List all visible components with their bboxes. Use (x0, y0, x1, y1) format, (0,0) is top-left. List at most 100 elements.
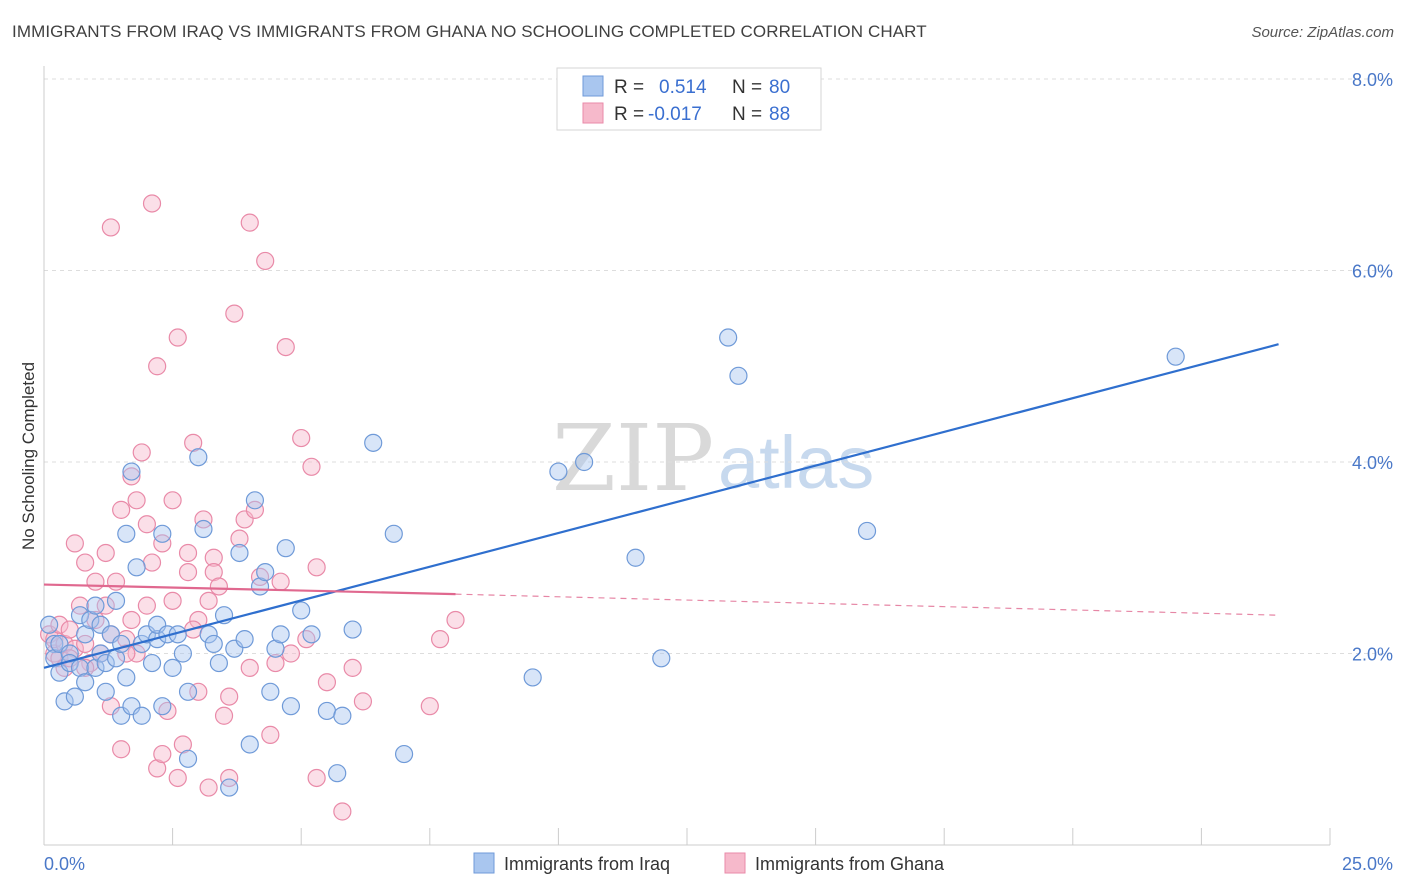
iraq-point-1 (45, 634, 64, 654)
iraq-point-26 (117, 668, 136, 687)
iraq-point-50 (220, 778, 239, 797)
ghana-point-61 (245, 500, 265, 519)
legend-iraq-r-value: 0.514 (659, 77, 707, 98)
ghana-point-42 (173, 735, 192, 754)
iraq-point-58 (261, 682, 280, 701)
ghana-point-75 (333, 802, 352, 821)
ghana-point-25 (122, 467, 141, 486)
iraq-point-47 (204, 634, 223, 654)
y-tick-label-3: 8.0% (1352, 70, 1393, 90)
iraq-point-60 (271, 625, 290, 644)
bottom-legend-ghana-label: Immigrants from Ghana (755, 854, 945, 874)
iraq-points (40, 328, 1185, 797)
iraq-point-29 (127, 558, 146, 577)
ghana-point-49 (199, 778, 218, 797)
iraq-point-80 (1166, 347, 1185, 366)
ghana-point-31 (137, 596, 156, 615)
iraq-point-36 (153, 697, 172, 716)
ghana-point-12 (76, 634, 95, 654)
ghana-point-7 (60, 620, 79, 639)
iraq-point-33 (142, 653, 162, 673)
iraq-point-59 (266, 639, 285, 658)
ghana-point-46 (189, 682, 208, 701)
ghana-point-64 (261, 725, 280, 744)
ghana-point-69 (292, 428, 311, 448)
iraq-point-46 (199, 625, 218, 644)
ghana-point-48 (194, 510, 213, 529)
iraq-point-68 (343, 620, 362, 639)
ghana-point-34 (148, 357, 167, 376)
ghana-point-10 (70, 596, 90, 615)
ghana-point-73 (307, 558, 326, 577)
ghana-point-80 (446, 610, 465, 630)
ghana-trend-line-solid (43, 583, 456, 596)
ghana-point-59 (240, 658, 259, 677)
x-tick-label-0: 0.0% (44, 854, 85, 874)
legend-iraq-swatch (582, 75, 604, 97)
ghana-point-54 (214, 706, 234, 725)
ghana-point-86 (220, 687, 239, 706)
ghana-point-6 (55, 634, 74, 654)
trend-lines (43, 343, 1279, 669)
ghana-point-81 (101, 218, 120, 237)
iraq-point-5 (55, 692, 74, 711)
iraq-point-62 (281, 697, 301, 716)
ghana-point-53 (209, 577, 228, 596)
ghana-point-32 (142, 553, 162, 572)
correlation-legend: R = 0.514 N = 80 R = -0.017 N = 88 (556, 67, 822, 131)
iraq-point-74 (575, 452, 594, 472)
iraq-point-53 (235, 630, 254, 649)
ghana-point-33 (148, 759, 167, 778)
iraq-point-25 (117, 524, 136, 543)
axes (43, 66, 1331, 846)
ghana-point-41 (168, 768, 187, 788)
ghana-point-74 (317, 673, 337, 692)
ghana-point-45 (184, 433, 203, 452)
iraq-point-77 (719, 328, 738, 347)
bottom-legend-ghana-swatch (724, 852, 746, 874)
ghana-points (40, 194, 465, 821)
iraq-point-57 (256, 563, 275, 582)
iraq-point-75 (626, 548, 645, 567)
iraq-point-48 (209, 653, 228, 673)
legend-ghana-n-value: 88 (769, 104, 790, 125)
ghana-point-17 (96, 543, 115, 563)
ghana-point-22 (112, 500, 131, 519)
iraq-point-27 (122, 462, 141, 481)
ghana-point-36 (153, 744, 172, 764)
ghana-point-72 (307, 768, 326, 788)
ghana-point-65 (266, 653, 285, 673)
iraq-point-52 (230, 543, 249, 563)
ghana-point-85 (117, 644, 136, 663)
chart-title: IMMIGRANTS FROM IRAQ VS IMMIGRANTS FROM … (12, 22, 927, 41)
iraq-point-64 (302, 625, 321, 644)
ghana-point-66 (271, 572, 290, 591)
watermark-zip: ZIP (552, 405, 714, 512)
ghana-point-44 (178, 563, 198, 582)
iraq-point-76 (652, 649, 671, 668)
legend-iraq-r-label: R = (614, 77, 644, 98)
iraq-point-15 (86, 658, 105, 677)
iraq-point-65 (317, 701, 337, 721)
y-axis-label: No Schooling Completed (19, 362, 38, 550)
ghana-point-27 (127, 491, 146, 510)
ghana-point-56 (225, 304, 244, 323)
ghana-point-14 (86, 572, 105, 591)
iraq-point-9 (70, 606, 90, 625)
ghana-point-30 (137, 515, 156, 534)
iraq-point-72 (523, 668, 542, 687)
legend-ghana-n-label: N = (732, 104, 762, 125)
y-tick-label-1: 4.0% (1352, 453, 1393, 473)
y-tick-labels: 2.0% 4.0% 6.0% 8.0% (1352, 70, 1393, 665)
ghana-point-39 (163, 491, 182, 510)
ghana-point-23 (112, 740, 131, 759)
source-label: Source: ZipAtlas.com (1251, 24, 1394, 41)
ghana-point-40 (168, 328, 187, 347)
ghana-point-68 (281, 644, 301, 663)
ghana-point-50 (199, 591, 218, 610)
ghana-point-29 (132, 443, 151, 462)
iraq-point-55 (245, 491, 265, 510)
ghana-point-51 (204, 548, 223, 567)
ghana-point-76 (343, 658, 362, 677)
